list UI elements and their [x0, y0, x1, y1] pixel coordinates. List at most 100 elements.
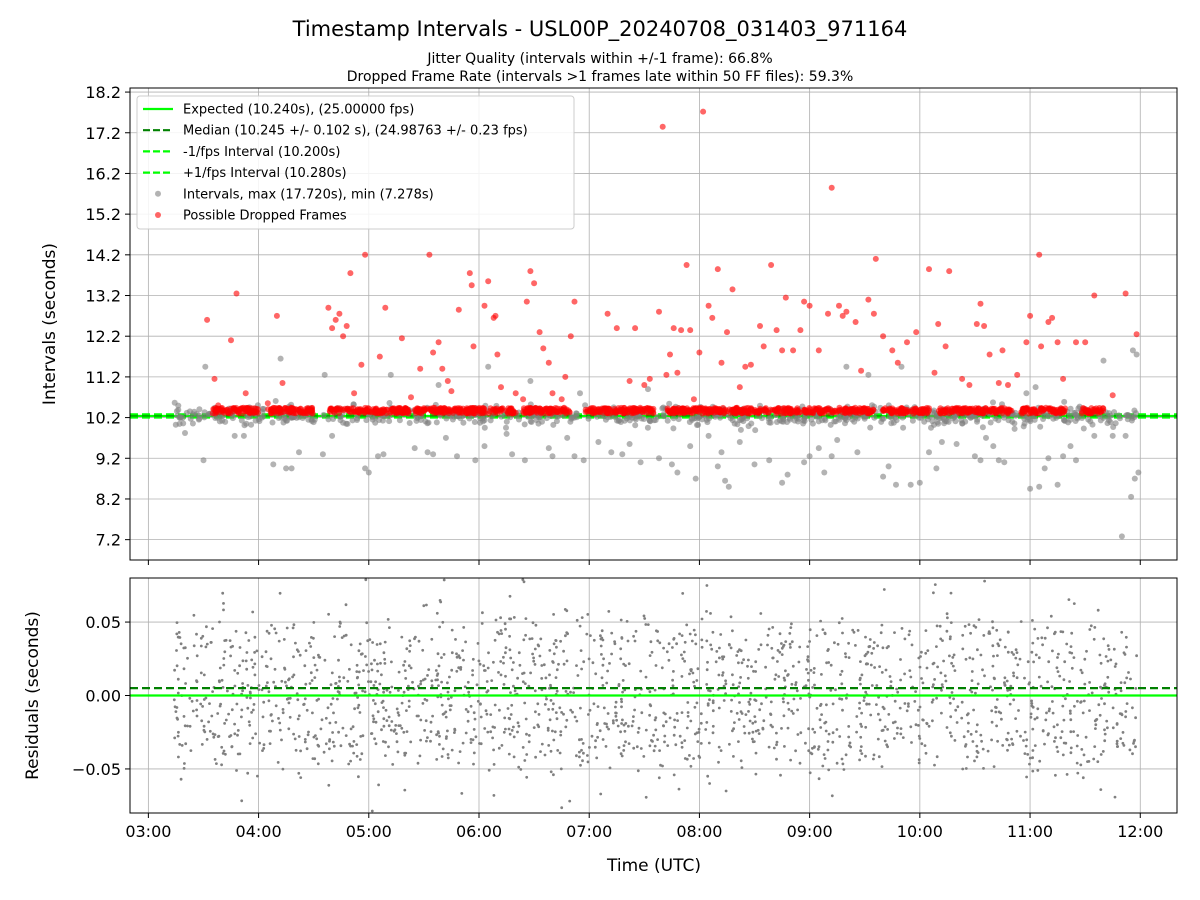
residual-point: [421, 702, 425, 705]
residual-point: [1099, 661, 1103, 665]
residual-point: [208, 729, 212, 733]
residual-point: [722, 655, 726, 659]
residual-point: [955, 721, 959, 724]
residual-point: [503, 716, 507, 720]
dropped-frame-point: [941, 407, 948, 414]
residual-point: [291, 675, 294, 679]
residual-point: [378, 682, 382, 686]
residual-point: [220, 745, 224, 749]
residual-point: [804, 741, 807, 745]
residual-point: [652, 749, 656, 753]
residual-point: [547, 708, 550, 711]
residual-point: [453, 727, 457, 731]
residual-point: [195, 714, 199, 718]
residual-point: [1030, 699, 1033, 703]
residual-point: [408, 649, 411, 653]
residual-point: [731, 729, 734, 733]
residual-point: [711, 724, 715, 728]
interval-point: [521, 421, 528, 428]
dropped-frame-point: [716, 406, 723, 412]
residual-point: [573, 715, 577, 719]
residual-point: [838, 735, 842, 738]
residual-point: [1003, 676, 1007, 680]
residual-point: [409, 666, 413, 670]
interval-point: [666, 400, 673, 407]
residual-point: [1064, 741, 1068, 745]
residual-point: [492, 794, 496, 797]
residual-point: [384, 708, 388, 712]
residual-point: [1075, 761, 1079, 765]
residual-point: [961, 647, 965, 651]
x-tick-label: 07:00: [566, 822, 612, 841]
residual-point: [227, 712, 231, 716]
residual-point: [749, 691, 753, 695]
residual-point: [361, 689, 364, 693]
residual-point: [824, 720, 828, 724]
residual-point: [903, 672, 906, 676]
residual-point: [658, 749, 661, 752]
residual-point: [663, 734, 667, 738]
residual-point: [518, 663, 522, 667]
y-tick-label: 0.05: [85, 613, 121, 632]
residual-point: [711, 701, 715, 705]
dropped-frame-point: [466, 408, 472, 415]
interval-point: [1091, 432, 1098, 439]
residual-point: [351, 725, 355, 729]
residual-point: [781, 697, 785, 700]
residual-point: [588, 708, 592, 712]
residual-point: [500, 744, 504, 747]
residual-point: [184, 742, 188, 746]
residual-point: [606, 669, 609, 673]
interval-point: [293, 414, 300, 421]
residual-point: [435, 674, 439, 677]
residual-point: [941, 639, 944, 642]
residual-point: [844, 655, 848, 659]
interval-point: [330, 416, 337, 422]
residual-point: [424, 719, 428, 723]
residual-point: [510, 729, 514, 732]
residual-point: [554, 676, 558, 679]
residual-point: [700, 638, 704, 642]
dropped-frame-point: [439, 365, 446, 372]
dropped-frame-point: [336, 310, 343, 317]
residual-point: [875, 684, 879, 687]
residual-point: [244, 631, 248, 635]
residual-point: [851, 628, 855, 632]
residual-point: [348, 742, 351, 746]
residual-point: [835, 761, 839, 765]
residual-point: [1062, 678, 1066, 682]
dropped-frame-point: [288, 405, 294, 411]
residual-point: [216, 735, 220, 738]
residual-point: [747, 658, 750, 662]
residual-point: [780, 653, 784, 656]
residual-point: [1029, 712, 1033, 716]
residual-point: [711, 731, 715, 735]
residual-point: [948, 701, 952, 705]
residual-point: [836, 642, 840, 646]
interval-point: [695, 421, 702, 428]
residual-point: [592, 638, 596, 642]
residual-point: [450, 628, 454, 632]
residual-point: [717, 706, 721, 710]
dropped-frame-point: [676, 410, 683, 417]
residual-point: [440, 680, 443, 684]
residual-point: [888, 675, 892, 678]
residual-point: [270, 623, 273, 627]
residual-point: [471, 673, 474, 677]
residual-point: [491, 736, 494, 740]
residual-point: [322, 750, 326, 754]
residual-point: [996, 642, 1000, 646]
interval-point: [321, 371, 328, 378]
residual-point: [485, 680, 489, 683]
interval-point: [674, 469, 681, 476]
interval-point: [784, 471, 791, 478]
residual-point: [549, 699, 553, 702]
residual-point: [195, 632, 198, 636]
residual-point: [956, 705, 960, 709]
residual-point: [680, 675, 684, 678]
residual-point: [329, 683, 333, 687]
residual-point: [1081, 711, 1085, 715]
residual-point: [932, 683, 935, 686]
residuals-reference-lines: [130, 687, 1177, 697]
residual-point: [1106, 726, 1109, 730]
